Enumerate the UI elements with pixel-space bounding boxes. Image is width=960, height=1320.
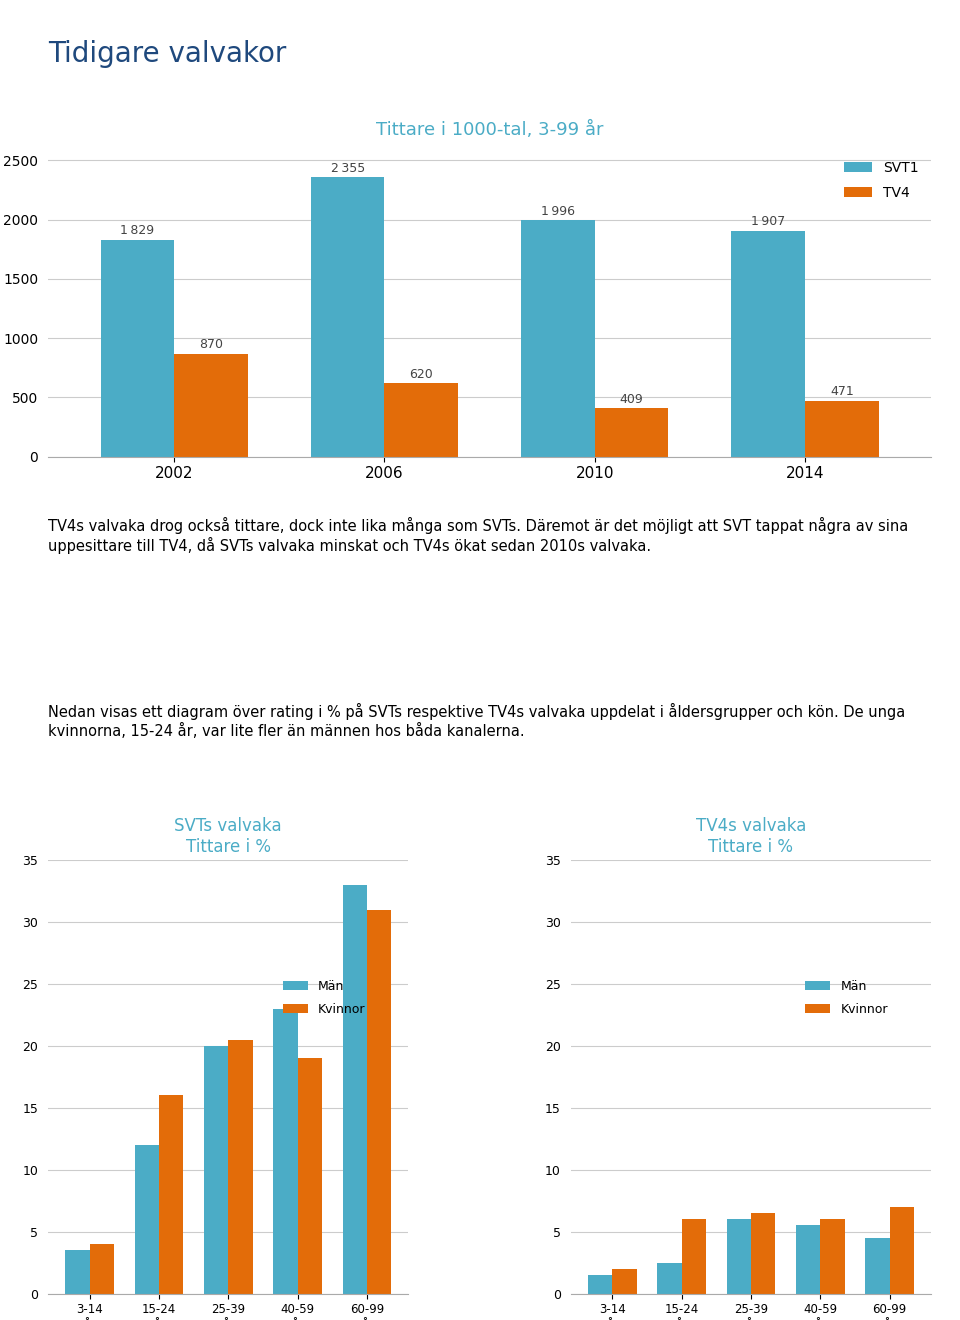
Title: TV4s valvaka
Tittare i %: TV4s valvaka Tittare i % [696, 817, 806, 855]
Bar [595, 408, 668, 457]
Text: 409: 409 [619, 393, 643, 405]
Bar [101, 240, 174, 457]
Text: 2 355: 2 355 [330, 162, 365, 176]
Bar [89, 1243, 114, 1294]
Bar [367, 909, 391, 1294]
Text: Nedan visas ett diagram över rating i % på SVTs respektive TV4s valvaka uppdelat: Nedan visas ett diagram över rating i % … [48, 704, 905, 739]
Bar [343, 884, 367, 1294]
Bar [732, 231, 805, 457]
Bar [521, 220, 595, 457]
Text: 620: 620 [409, 368, 433, 380]
Text: 1 996: 1 996 [540, 205, 575, 218]
Bar [384, 383, 458, 457]
Text: TV4s valvaka drog också tittare, dock inte lika många som SVTs. Däremot är det m: TV4s valvaka drog också tittare, dock in… [48, 517, 908, 554]
Bar [865, 1238, 890, 1294]
Legend: Män, Kvinnor: Män, Kvinnor [801, 974, 893, 1020]
Bar [751, 1213, 776, 1294]
Legend: SVT1, TV4: SVT1, TV4 [839, 156, 924, 206]
Bar [159, 1096, 183, 1294]
Bar [274, 1008, 298, 1294]
Legend: Män, Kvinnor: Män, Kvinnor [277, 974, 371, 1020]
Text: 1 829: 1 829 [120, 224, 155, 238]
Bar [65, 1250, 89, 1294]
Bar [796, 1225, 820, 1294]
Text: 1 907: 1 907 [751, 215, 785, 228]
Text: 870: 870 [199, 338, 223, 351]
Bar [174, 354, 248, 457]
Bar [298, 1059, 322, 1294]
Title: Tittare i 1000-tal, 3-99 år: Tittare i 1000-tal, 3-99 år [376, 120, 603, 139]
Bar [134, 1144, 159, 1294]
Bar [311, 177, 384, 457]
Bar [612, 1269, 636, 1294]
Bar [204, 1045, 228, 1294]
Bar [658, 1263, 682, 1294]
Title: SVTs valvaka
Tittare i %: SVTs valvaka Tittare i % [175, 817, 282, 855]
Text: 471: 471 [830, 385, 853, 399]
Bar [727, 1220, 751, 1294]
Text: Tidigare valvakor: Tidigare valvakor [48, 40, 286, 67]
Bar [890, 1206, 914, 1294]
Bar [228, 1040, 252, 1294]
Bar [588, 1275, 612, 1294]
Bar [805, 401, 878, 457]
Bar [682, 1220, 706, 1294]
Bar [820, 1220, 845, 1294]
